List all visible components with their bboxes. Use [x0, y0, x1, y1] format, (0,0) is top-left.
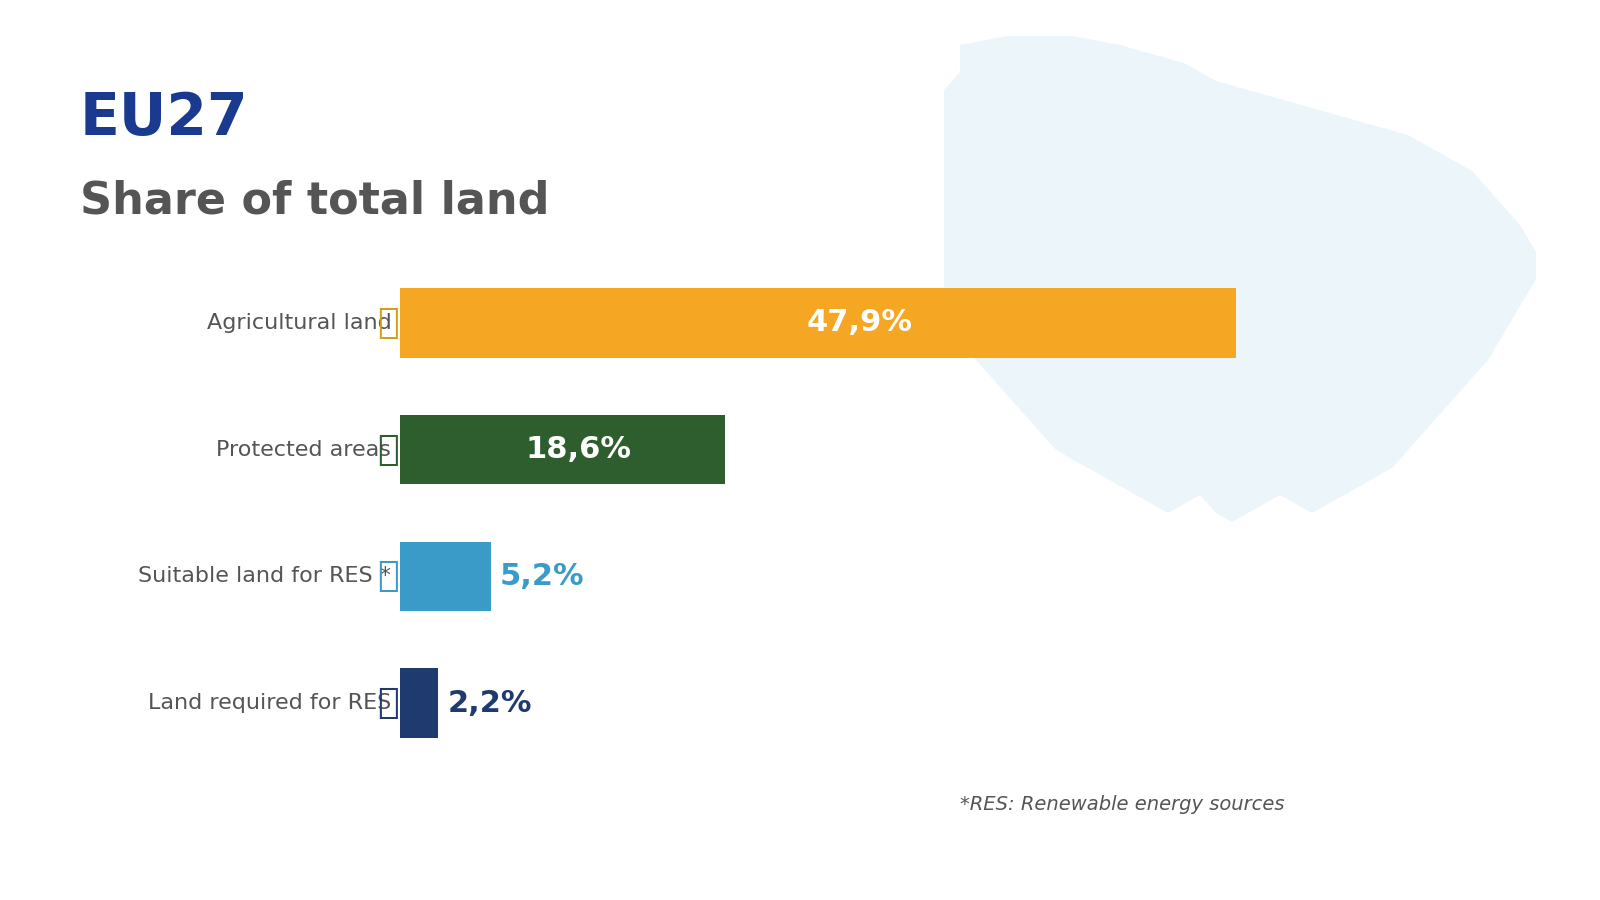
- Text: Protected areas: Protected areas: [216, 439, 392, 460]
- Text: 5,2%: 5,2%: [499, 562, 584, 591]
- Text: EU27: EU27: [80, 90, 248, 147]
- Text: 18,6%: 18,6%: [525, 435, 632, 464]
- Text: 47,9%: 47,9%: [806, 309, 914, 338]
- Text: 🌾: 🌾: [378, 306, 398, 340]
- Text: 2,2%: 2,2%: [446, 688, 531, 717]
- Text: Land required for RES: Land required for RES: [149, 693, 392, 713]
- FancyBboxPatch shape: [400, 669, 438, 738]
- Text: 🌲: 🌲: [378, 433, 398, 466]
- FancyBboxPatch shape: [400, 288, 1237, 357]
- Text: Agricultural land: Agricultural land: [206, 313, 392, 333]
- Text: ✅: ✅: [378, 560, 398, 593]
- Text: *RES: Renewable energy sources: *RES: Renewable energy sources: [960, 795, 1285, 814]
- FancyBboxPatch shape: [400, 542, 491, 611]
- FancyBboxPatch shape: [400, 415, 725, 484]
- Text: Suitable land for RES *: Suitable land for RES *: [138, 566, 392, 587]
- Text: 🌀: 🌀: [378, 686, 398, 720]
- Text: Share of total land: Share of total land: [80, 180, 549, 223]
